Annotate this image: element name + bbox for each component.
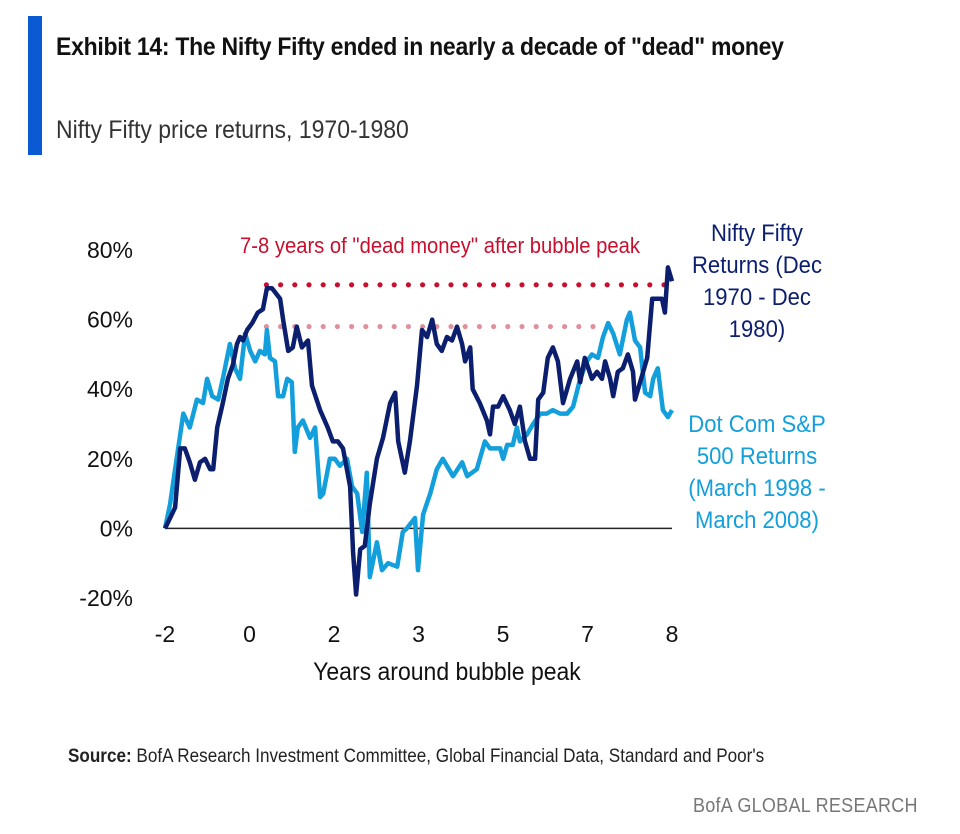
y-tick-label: 0% <box>100 515 133 541</box>
source-label: Source: <box>68 746 132 767</box>
legend-text-line: (March 1998 - <box>688 474 825 501</box>
reference-dot <box>562 323 568 330</box>
x-tick-label: 2 <box>328 621 341 647</box>
legend-text-line: Dot Com S&P <box>688 410 825 437</box>
reference-dot <box>405 282 411 288</box>
reference-dot <box>292 282 298 288</box>
reference-dot <box>405 323 411 330</box>
legend-text-line: 1970 - Dec <box>703 283 811 310</box>
reference-dotted-line <box>263 323 610 330</box>
page-title: Exhibit 14: The Nifty Fifty ended in nea… <box>56 33 784 61</box>
reference-dot <box>320 282 326 288</box>
reference-dot <box>462 282 468 288</box>
reference-dot <box>434 282 440 288</box>
y-tick-label: 80% <box>87 237 133 263</box>
reference-dot <box>363 323 369 330</box>
series-line-dot-com <box>162 310 674 580</box>
reference-dot <box>334 323 340 330</box>
y-tick-label: 60% <box>87 307 133 333</box>
reference-dot <box>576 323 582 330</box>
reference-dot <box>448 282 454 288</box>
page-subtitle: Nifty Fifty price returns, 1970-1980 <box>56 116 409 144</box>
reference-dot <box>334 282 340 288</box>
reference-dot <box>590 282 596 288</box>
x-tick-label: 3 <box>412 621 425 647</box>
x-tick-label: -2 <box>155 621 175 647</box>
reference-dotted-line <box>263 282 667 288</box>
reference-dot <box>476 323 482 330</box>
x-tick-label: 8 <box>666 621 679 647</box>
reference-dot <box>363 282 369 288</box>
legend-text-line: March 2008) <box>695 506 819 533</box>
reference-dot <box>519 323 525 330</box>
legend-nifty-fifty: Nifty Fifty Returns (Dec 1970 - Dec 1980) <box>692 219 822 342</box>
legend-text-line: 500 Returns <box>697 442 817 469</box>
x-axis-label: Years around bubble peak <box>313 658 582 686</box>
y-tick-label: 40% <box>87 376 133 402</box>
reference-dot <box>377 323 383 330</box>
reference-dot <box>547 323 554 330</box>
reference-dot <box>349 282 355 288</box>
x-tick-label: 5 <box>497 621 510 647</box>
x-tick-label: 0 <box>243 621 256 647</box>
y-tick-label: -20% <box>79 585 133 611</box>
reference-dot <box>576 282 582 288</box>
reference-dot <box>263 323 269 330</box>
series-line-nifty-fifty <box>162 265 675 597</box>
reference-dot <box>476 282 482 288</box>
source-note: Source: BofA Research Investment Committ… <box>68 746 764 768</box>
reference-dot <box>533 282 539 288</box>
reference-dot <box>547 282 554 288</box>
reference-dot <box>391 323 397 330</box>
reference-dot <box>505 282 511 288</box>
reference-dot <box>420 282 426 288</box>
reference-dot <box>491 323 497 330</box>
reference-dot <box>462 323 468 330</box>
reference-dot <box>391 282 397 288</box>
source-text: BofA Research Investment Committee, Glob… <box>136 746 765 767</box>
x-tick-label: 7 <box>581 621 594 647</box>
reference-dot <box>519 282 525 288</box>
legend-text-line: Returns (Dec <box>692 251 822 278</box>
y-tick-label: 20% <box>87 446 133 472</box>
reference-dot <box>349 323 355 330</box>
reference-dot <box>278 282 284 288</box>
legend-text-line: 1980) <box>729 315 785 342</box>
legend-dot-com: Dot Com S&P 500 Returns (March 1998 - March… <box>688 410 825 533</box>
reference-dot <box>306 282 312 288</box>
reference-dot <box>377 282 383 288</box>
reference-dot <box>590 323 596 330</box>
reference-dot <box>491 282 497 288</box>
reference-dot <box>562 282 568 288</box>
reference-dot <box>633 282 639 288</box>
reference-dot <box>647 282 653 288</box>
reference-dot <box>505 323 511 330</box>
reference-dot <box>306 323 312 330</box>
reference-dot <box>448 323 454 330</box>
reference-dot <box>618 282 625 288</box>
brand-logo-text: BofA GLOBAL RESEARCH <box>693 795 918 817</box>
reference-dot <box>604 282 610 288</box>
reference-dot <box>420 323 426 330</box>
legend-text-line: Nifty Fifty <box>711 219 803 246</box>
reference-dot <box>320 323 326 330</box>
annotation-dead-money: 7-8 years of "dead money" after bubble p… <box>240 234 640 258</box>
accent-bar <box>28 16 42 155</box>
reference-dot <box>533 323 539 330</box>
